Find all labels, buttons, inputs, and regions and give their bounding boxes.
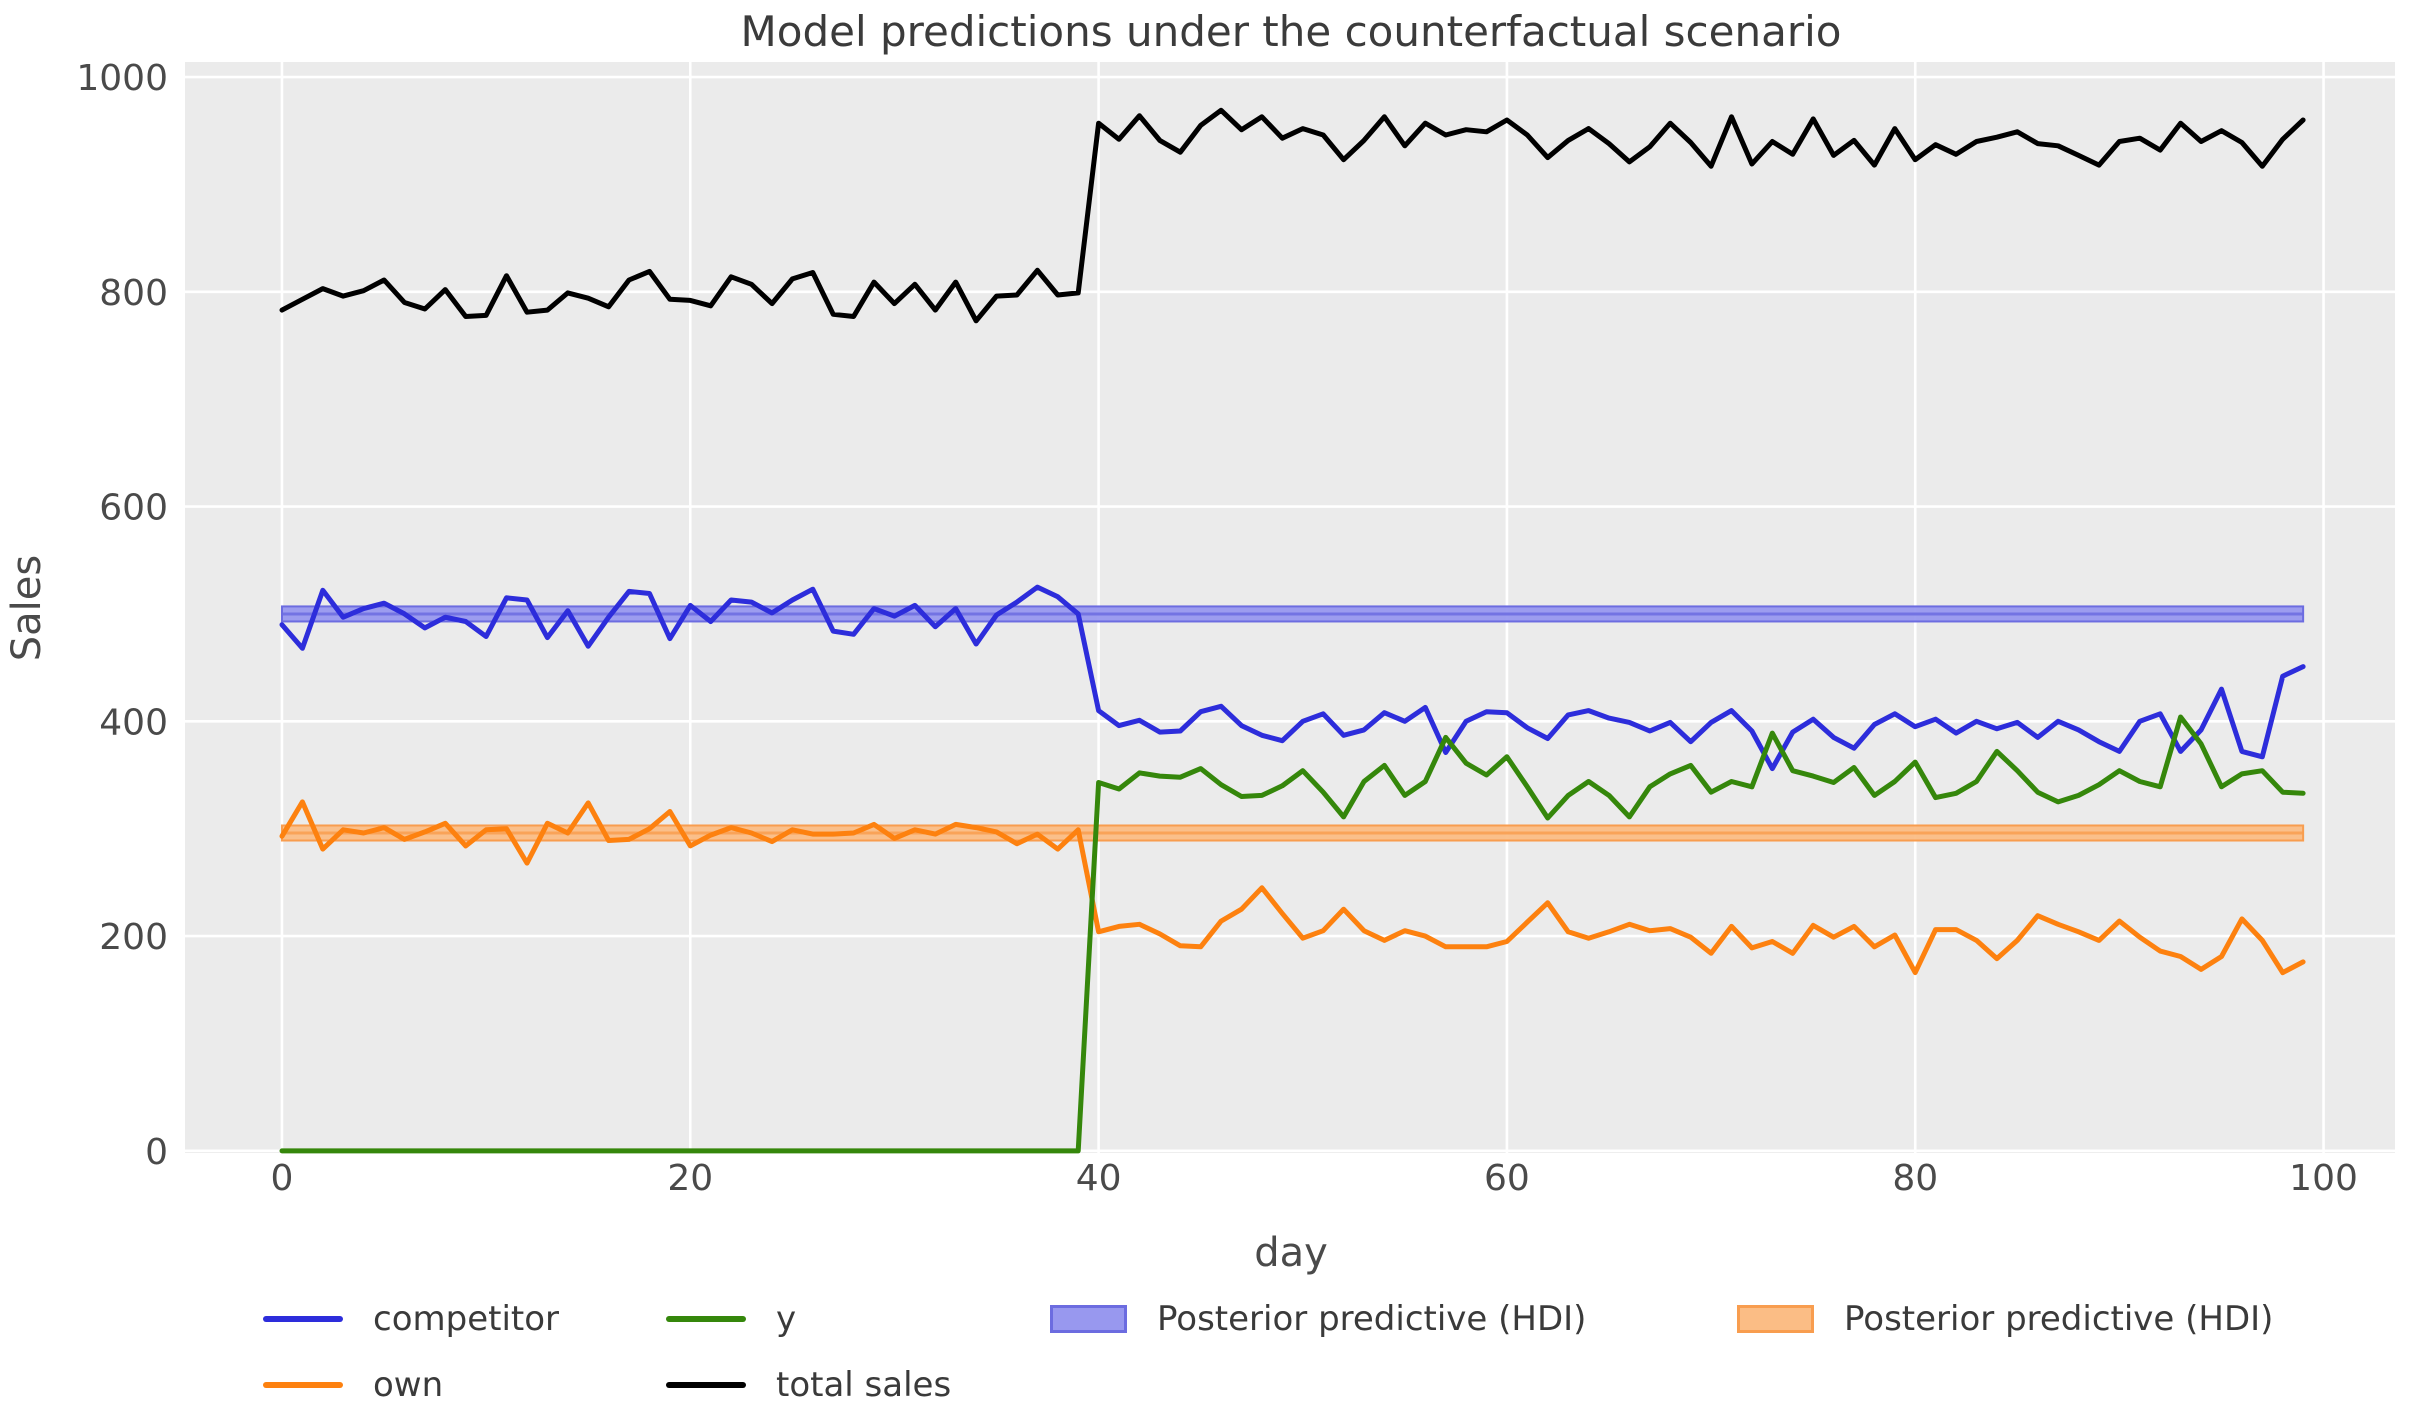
x-axis-label: day [1254, 1230, 1328, 1276]
y-tick-labels: 0 200 400 600 800 1000 [76, 58, 168, 1173]
x-tick-label: 40 [1076, 1158, 1122, 1199]
x-tick-labels: 0 20 40 60 80 100 [271, 1158, 2358, 1199]
x-tick-label: 20 [667, 1158, 713, 1199]
series-layer [279, 107, 2306, 1154]
x-tick-label: 60 [1484, 1158, 1530, 1199]
y-tick-label: 800 [99, 273, 168, 314]
x-tick-label: 100 [2289, 1158, 2358, 1199]
x-tick-label: 80 [1892, 1158, 1938, 1199]
chart-title: Model predictions under the counterfactu… [741, 7, 1842, 56]
y-axis-label: Sales [4, 555, 50, 661]
y-tick-label: 0 [145, 1132, 168, 1173]
y-tick-label: 1000 [76, 58, 168, 99]
y-tick-label: 600 [99, 488, 168, 529]
x-tick-label: 0 [271, 1158, 294, 1199]
hdi-band-layer [280, 605, 2305, 842]
y-tick-label: 200 [99, 917, 168, 958]
y-tick-label: 400 [99, 702, 168, 743]
grid-layer [185, 62, 2395, 1153]
